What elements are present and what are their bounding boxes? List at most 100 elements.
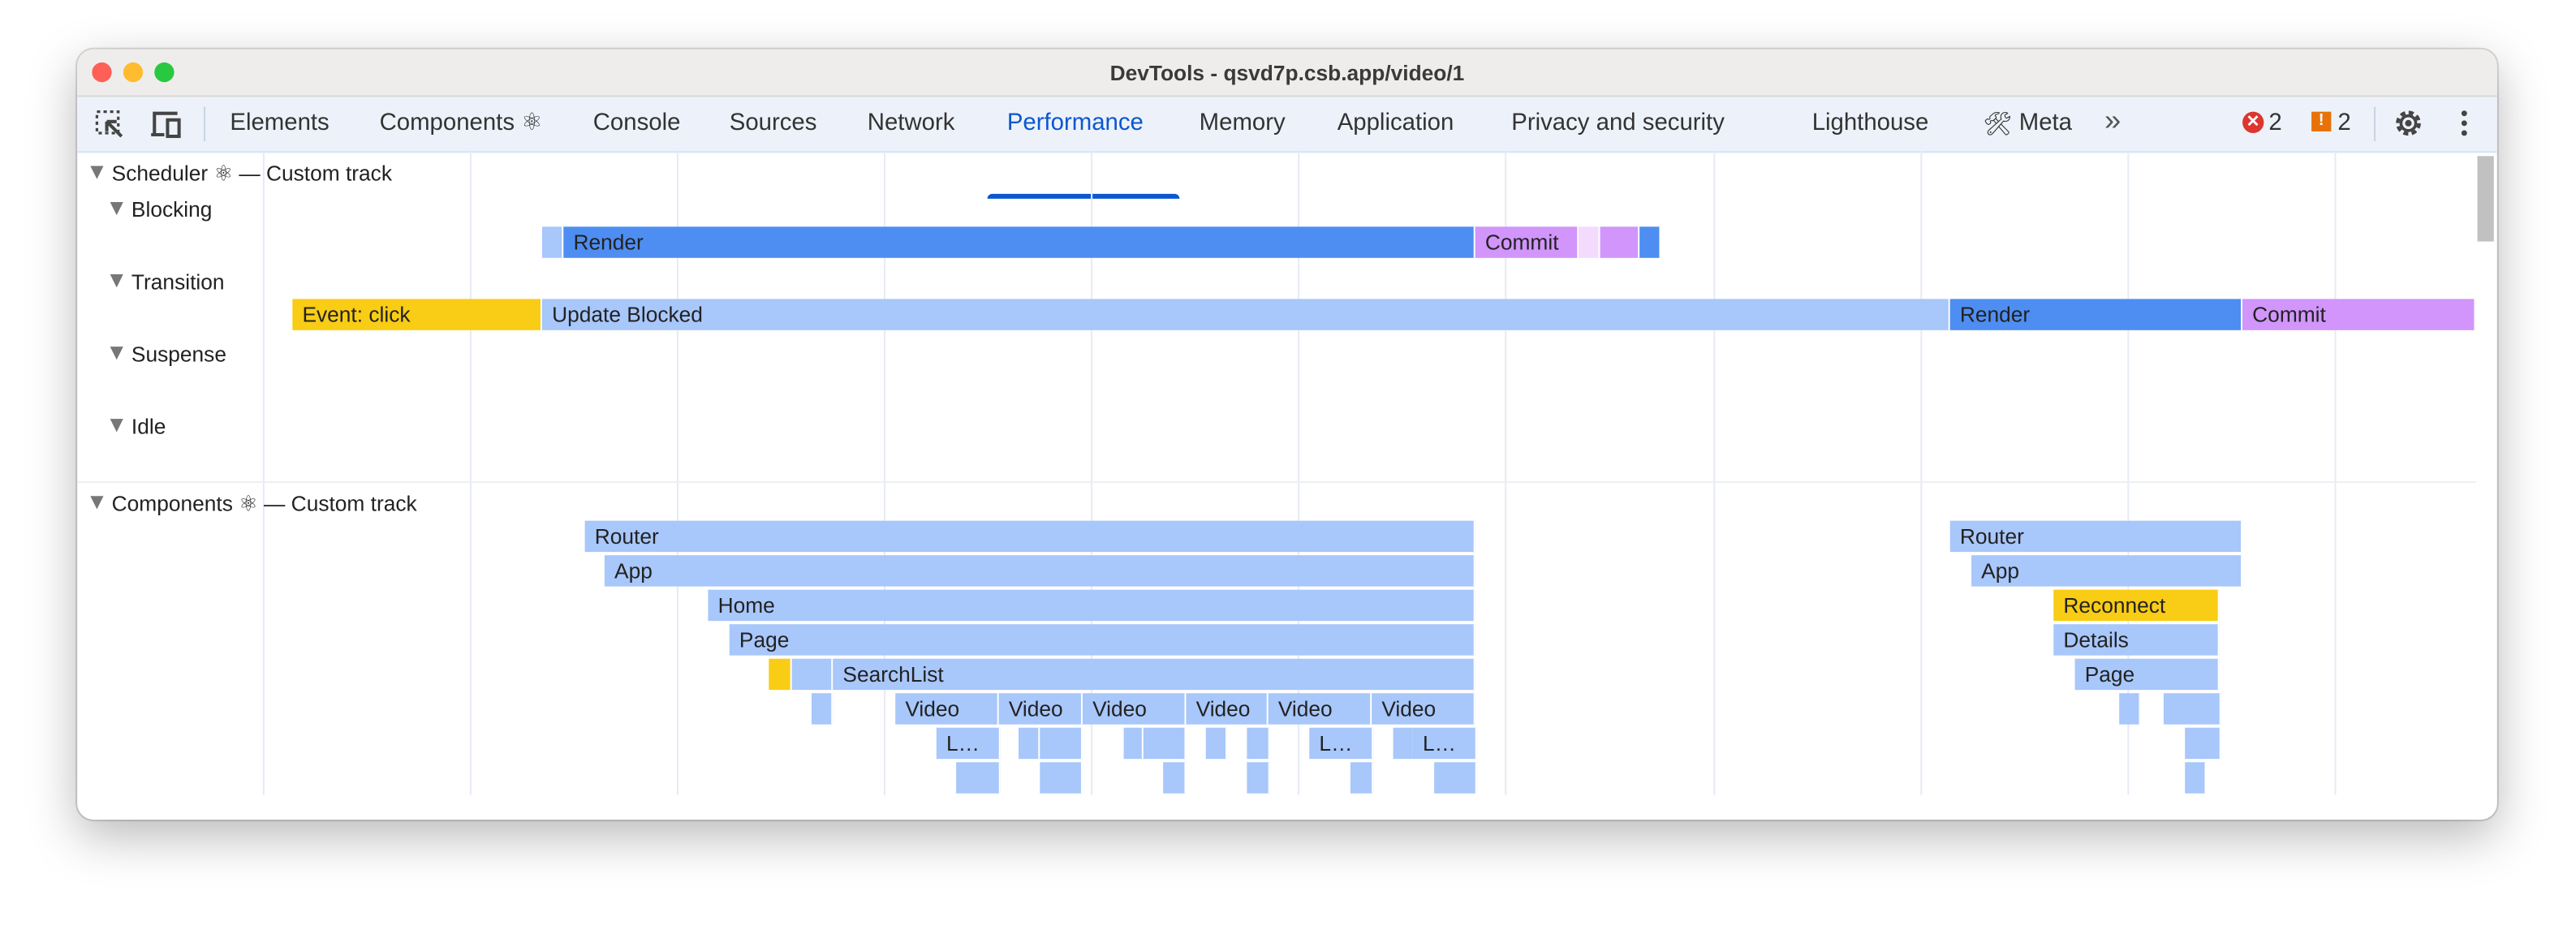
commit-bar-bar[interactable]: Commit bbox=[1475, 226, 1579, 258]
render-bar-bar[interactable]: Render bbox=[1949, 299, 2243, 330]
component-bar[interactable] bbox=[811, 693, 834, 725]
commit-bar-bar[interactable] bbox=[1579, 226, 1600, 258]
component-bar[interactable] bbox=[1247, 727, 1270, 760]
minimize-window-button[interactable] bbox=[123, 62, 144, 83]
blocking-bar-bar[interactable] bbox=[541, 226, 564, 258]
component-bar[interactable] bbox=[1123, 727, 1144, 760]
collapse-triangle-icon[interactable] bbox=[110, 347, 123, 360]
collapse-triangle-icon[interactable] bbox=[90, 496, 104, 510]
reconnect-bar[interactable]: Reconnect bbox=[2053, 589, 2220, 622]
collapse-triangle-icon[interactable] bbox=[110, 419, 123, 433]
tab-components[interactable]: Components ⚛ bbox=[379, 110, 543, 137]
commit-bar-bar[interactable] bbox=[1600, 226, 1640, 258]
toolbar-divider bbox=[2373, 106, 2376, 142]
component-bar[interactable] bbox=[1163, 762, 1187, 794]
page-bar[interactable]: Page bbox=[2074, 658, 2220, 691]
component-bar[interactable] bbox=[1350, 762, 1374, 794]
component-bar[interactable] bbox=[2185, 727, 2207, 760]
performance-timeline[interactable]: Scheduler ⚛ — Custom track Blocking Tran… bbox=[77, 151, 2497, 820]
lane-suspense[interactable]: Suspense bbox=[110, 342, 226, 366]
l-component-bar[interactable]: L… bbox=[936, 727, 1001, 760]
components-track-title: Components ⚛ — Custom track bbox=[111, 491, 417, 516]
tab-lighthouse[interactable]: Lighthouse bbox=[1811, 110, 1929, 137]
maximize-window-button[interactable] bbox=[154, 62, 174, 83]
component-bar[interactable] bbox=[1040, 762, 1083, 794]
app-bar[interactable]: App bbox=[604, 555, 1475, 587]
time-gridline bbox=[1713, 151, 1716, 795]
collapse-triangle-icon[interactable] bbox=[110, 274, 123, 288]
scheduler-track-header[interactable]: Scheduler ⚛ — Custom track bbox=[90, 161, 392, 187]
component-bar[interactable] bbox=[1434, 762, 1477, 794]
component-bar[interactable] bbox=[1019, 727, 1040, 760]
close-window-button[interactable] bbox=[92, 62, 112, 83]
component-bar[interactable] bbox=[2163, 693, 2207, 725]
render-bar-bar[interactable] bbox=[1639, 226, 1661, 258]
details-bar[interactable]: Details bbox=[2053, 624, 2220, 656]
component-bar[interactable] bbox=[1205, 727, 1228, 760]
tab-network[interactable]: Network bbox=[867, 110, 955, 137]
tab-memory[interactable]: Memory bbox=[1199, 110, 1286, 137]
component-bar[interactable] bbox=[1143, 727, 1187, 760]
tab-application[interactable]: Application bbox=[1337, 110, 1454, 137]
toolbar-divider bbox=[204, 106, 206, 142]
l-component-bar[interactable]: L… bbox=[1412, 727, 1477, 760]
time-gridline bbox=[1091, 151, 1093, 795]
tab-sources[interactable]: Sources bbox=[729, 110, 817, 137]
event-click-bar-bar[interactable]: Event: click bbox=[292, 299, 542, 330]
app-bar[interactable]: App bbox=[1971, 555, 2243, 587]
lane-blocking[interactable]: Blocking bbox=[110, 197, 212, 222]
component-bar[interactable] bbox=[1247, 762, 1270, 794]
time-gridline bbox=[2127, 151, 2130, 795]
lane-label: Idle bbox=[131, 414, 166, 439]
collapse-triangle-icon[interactable] bbox=[90, 166, 104, 179]
component-bar[interactable] bbox=[1040, 727, 1083, 760]
warning-icon[interactable]: ! bbox=[2311, 111, 2332, 131]
video-bar[interactable]: Video bbox=[1186, 693, 1269, 725]
render-bar-bar[interactable]: Render bbox=[563, 226, 1475, 258]
home-bar[interactable]: Home bbox=[708, 589, 1475, 622]
component-bar[interactable] bbox=[2119, 693, 2141, 725]
lane-idle[interactable]: Idle bbox=[110, 414, 166, 438]
errors-count[interactable]: 2 bbox=[2268, 110, 2282, 137]
settings-gear-icon[interactable] bbox=[2392, 107, 2424, 149]
track-divider bbox=[77, 481, 2476, 484]
component-bar[interactable] bbox=[956, 762, 1001, 794]
tab-console[interactable]: Console bbox=[592, 110, 681, 137]
more-options-icon[interactable] bbox=[2461, 110, 2467, 145]
commit-bar-bar[interactable]: Commit bbox=[2242, 299, 2476, 330]
update-blocked-bar-bar[interactable]: Update Blocked bbox=[541, 299, 1950, 330]
video-bar[interactable]: Video bbox=[895, 693, 999, 725]
component-bar[interactable] bbox=[2204, 693, 2221, 725]
component-bar[interactable] bbox=[791, 658, 834, 691]
l-component-bar[interactable]: L… bbox=[1309, 727, 1374, 760]
router-bar[interactable]: Router bbox=[584, 520, 1475, 553]
inspect-element-icon[interactable] bbox=[93, 109, 126, 150]
time-gridline bbox=[1298, 151, 1300, 795]
tab-performance[interactable]: Performance bbox=[1006, 110, 1144, 137]
device-toolbar-icon[interactable] bbox=[149, 109, 186, 150]
searchlist-bar[interactable]: SearchList bbox=[833, 658, 1475, 691]
component-bar[interactable] bbox=[769, 658, 792, 691]
component-bar[interactable] bbox=[2185, 762, 2207, 794]
error-icon[interactable]: ✕ bbox=[2242, 111, 2264, 133]
lane-transition[interactable]: Transition bbox=[110, 269, 225, 294]
collapse-triangle-icon[interactable] bbox=[110, 201, 123, 216]
component-bar[interactable] bbox=[2204, 727, 2221, 760]
component-bar[interactable] bbox=[1393, 727, 1415, 760]
more-tabs-button[interactable]: » bbox=[2104, 103, 2122, 137]
warnings-count[interactable]: 2 bbox=[2337, 110, 2351, 137]
video-bar[interactable]: Video bbox=[1372, 693, 1475, 725]
lane-label: Suspense bbox=[131, 342, 226, 367]
scheduler-track-title: Scheduler ⚛ — Custom track bbox=[111, 161, 392, 186]
router-bar[interactable]: Router bbox=[1949, 520, 2243, 553]
video-bar[interactable]: Video bbox=[998, 693, 1083, 725]
vertical-scrollbar[interactable] bbox=[2477, 156, 2494, 242]
components-track-header[interactable]: Components ⚛ — Custom track bbox=[90, 491, 417, 517]
video-bar[interactable]: Video bbox=[1082, 693, 1187, 725]
page-bar[interactable]: Page bbox=[729, 624, 1475, 656]
time-gridline bbox=[469, 151, 472, 795]
tab-privacy-and-security[interactable]: Privacy and security bbox=[1511, 110, 1725, 137]
video-bar[interactable]: Video bbox=[1268, 693, 1372, 725]
tab-elements[interactable]: Elements bbox=[230, 110, 330, 137]
tab-meta[interactable]: Meta bbox=[2018, 110, 2073, 137]
